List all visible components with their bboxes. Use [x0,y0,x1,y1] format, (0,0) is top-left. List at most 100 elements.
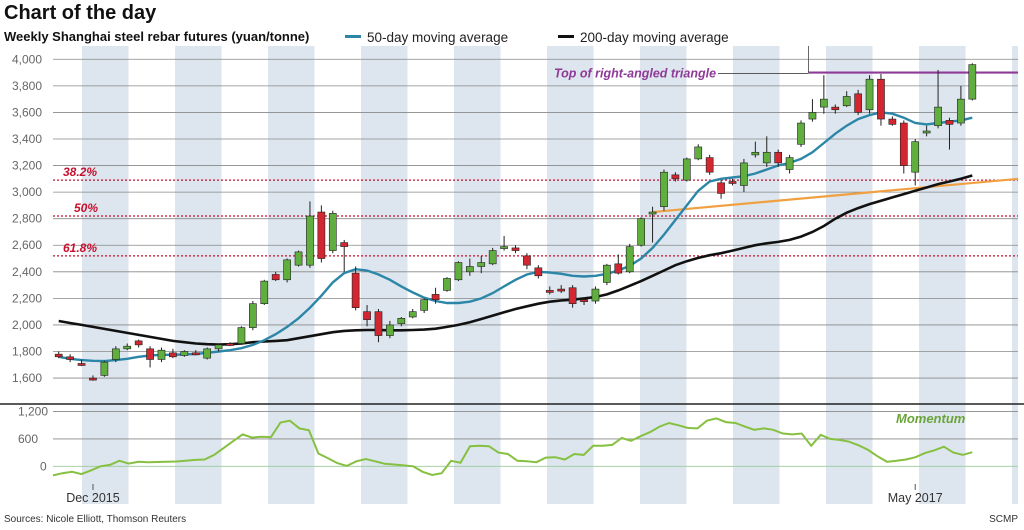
candle-body [660,171,668,208]
candle-body [420,299,428,311]
page-title: Chart of the day [4,2,157,24]
y-tick-label: 3,600 [12,105,42,119]
candle-body [180,351,189,356]
candle-body [682,158,691,181]
candle-body [66,356,74,360]
candle-body [203,348,212,359]
candle-body [820,98,828,108]
candle-body [374,311,383,336]
y-tick-label: 3,200 [12,159,42,173]
candle-body [123,345,132,350]
candle-body [169,352,177,358]
legend-label-ma50: 50-day moving average [367,30,509,45]
candle-body [922,130,931,134]
momentum-label: Momentum [896,411,966,426]
y-tick-label: 2,400 [12,265,42,279]
candle-body [146,348,154,360]
y-tick-label: 3,000 [12,185,42,199]
candle-body [340,242,349,247]
fib-level-label: 61.8% [63,241,97,255]
x-tick-label: May 2017 [888,491,943,505]
candle-body [614,263,623,274]
candle-body [249,303,257,328]
candle-body [477,262,486,267]
candle-body [580,299,588,303]
candle-body [888,118,897,125]
candle-body [523,255,531,266]
candle-body [968,64,977,100]
candle-body [785,157,794,170]
candle-body [831,106,840,111]
candle-body [728,181,737,184]
y-tick-label: 0 [40,459,47,473]
legend-item-ma200: 200-day moving average [558,30,729,45]
candle-body [317,211,326,259]
candle-body [157,349,166,360]
candle-body [306,215,314,266]
candle-body [511,247,520,251]
candle-body [774,151,783,164]
candle-body [111,348,120,360]
momentum-line [52,417,973,477]
candle-body [226,343,234,346]
candle-body [351,272,360,308]
candle-body [603,264,611,283]
y-tick-label: 3,400 [12,132,42,146]
candle-body [625,246,634,273]
candle-body [214,344,223,350]
candle-body [443,278,451,291]
background-band [733,46,780,504]
x-tick-label: Dec 2015 [66,491,120,505]
candle-body [842,96,851,107]
candle-body [591,288,600,302]
candle-body [294,251,303,266]
candle-body [454,262,463,281]
candle-body [957,98,965,124]
candle-body [237,327,246,344]
source-note: Sources: Nicole Elliott, Thomson Reuters [4,514,187,525]
y-tick-label: 1,800 [12,345,42,359]
candle-body [637,218,645,246]
legend-swatch-ma200 [558,34,574,38]
candle-body [77,363,86,366]
candle-body [271,274,280,281]
candle-body [877,78,885,120]
background-band [1012,46,1018,504]
candle-body [386,324,394,336]
candle-body [283,259,291,281]
background-band [640,46,687,504]
candle-body [751,151,760,156]
candle-body [545,290,554,293]
candle-body [557,288,566,292]
candle-body [408,311,417,318]
candle-body [397,318,406,324]
candle-body [705,157,714,173]
legend-item-ma50: 50-day moving average [345,30,508,45]
chart-subtitle: Weekly Shanghai steel rebar futures (yua… [4,29,310,44]
candle-body [899,122,908,166]
candle-body [363,311,371,320]
background-band [826,46,873,504]
candle-body [911,141,920,173]
y-tick-label: 2,000 [12,318,42,332]
fib-level-label: 38.2% [63,165,97,179]
candle-body [431,294,440,301]
candle-body [191,352,200,356]
triangle-top-label: Top of right-angled triangle [554,67,716,81]
candle-body [671,174,680,180]
fib-level-label: 50% [74,201,98,215]
candle-body [134,340,143,346]
candle-body [934,106,942,126]
candle-body [534,267,543,277]
candle-body [808,112,817,120]
candle-body [945,120,954,125]
candle-body [260,280,269,304]
y-tick-label: 2,600 [12,238,42,252]
candle-body [328,213,337,251]
candle-body [488,250,497,265]
trend-line [652,177,1019,214]
ma200-line [58,174,973,346]
y-tick-label: 4,000 [12,52,42,66]
